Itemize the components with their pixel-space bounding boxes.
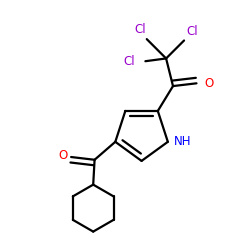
Text: Cl: Cl	[134, 23, 146, 36]
Text: Cl: Cl	[186, 25, 198, 38]
Text: O: O	[204, 77, 214, 90]
Text: O: O	[58, 149, 68, 162]
Text: NH: NH	[174, 135, 192, 148]
Text: Cl: Cl	[123, 55, 135, 68]
